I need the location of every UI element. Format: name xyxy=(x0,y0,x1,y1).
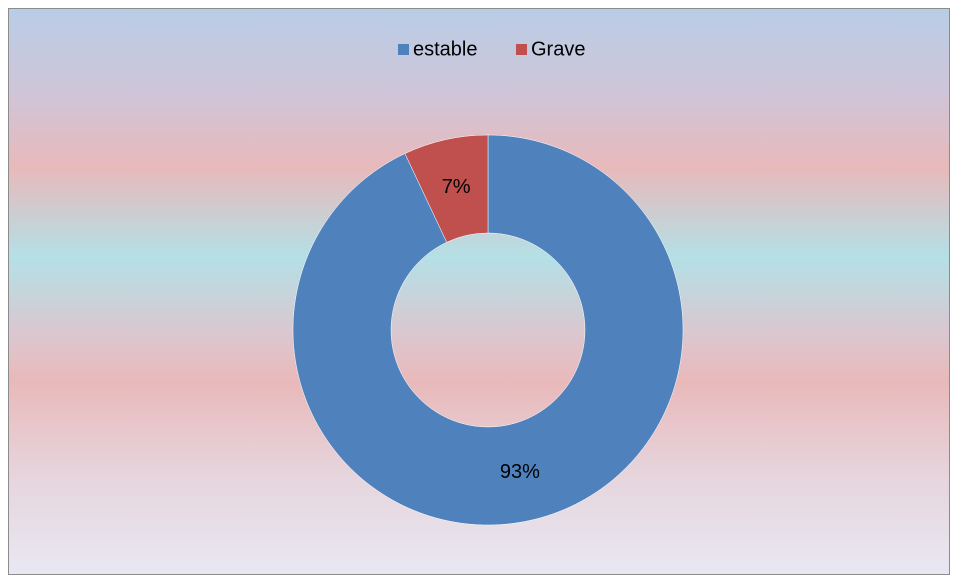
data-label: 93% xyxy=(500,461,540,483)
donut-slice xyxy=(292,134,684,526)
donut-slice xyxy=(404,134,489,243)
legend-swatch xyxy=(516,44,527,55)
legend-label: estable xyxy=(413,38,478,60)
plot: 93% 7% xyxy=(292,134,684,526)
legend: estable Grave xyxy=(398,38,585,60)
legend-swatch xyxy=(398,44,409,55)
legend-label: Grave xyxy=(531,38,585,60)
data-label: 7% xyxy=(442,176,471,198)
